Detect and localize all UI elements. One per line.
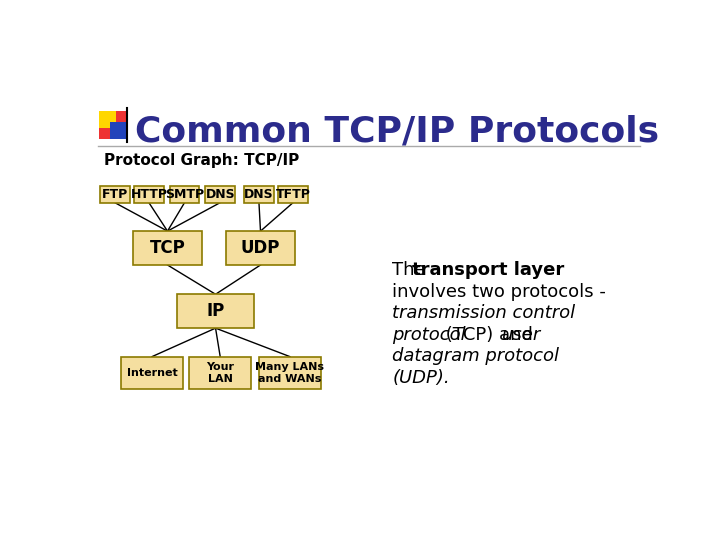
Text: Many LANs
and WANs: Many LANs and WANs (256, 362, 325, 383)
Text: involves two protocols -: involves two protocols - (392, 283, 606, 301)
Text: DNS: DNS (244, 188, 274, 201)
FancyBboxPatch shape (177, 294, 254, 328)
FancyBboxPatch shape (279, 186, 307, 202)
Text: TCP: TCP (150, 239, 185, 257)
Text: protocol: protocol (392, 326, 466, 344)
Text: datagram protocol: datagram protocol (392, 347, 559, 366)
Text: Internet: Internet (127, 368, 177, 378)
Text: UDP: UDP (240, 239, 280, 257)
FancyBboxPatch shape (226, 231, 294, 265)
Text: Protocol Graph: TCP/IP: Protocol Graph: TCP/IP (104, 153, 300, 168)
FancyBboxPatch shape (134, 186, 163, 202)
Bar (99, 111, 127, 139)
Text: SMTP: SMTP (165, 188, 204, 201)
Text: DNS: DNS (205, 188, 235, 201)
FancyBboxPatch shape (259, 356, 321, 389)
Text: Your
LAN: Your LAN (206, 362, 234, 383)
FancyBboxPatch shape (205, 186, 235, 202)
FancyBboxPatch shape (133, 231, 202, 265)
Text: TFTP: TFTP (276, 188, 310, 201)
Text: Common TCP/IP Protocols: Common TCP/IP Protocols (135, 115, 659, 149)
Text: transport layer: transport layer (413, 261, 564, 279)
Text: HTTP: HTTP (130, 188, 167, 201)
Text: The: The (392, 261, 431, 279)
FancyBboxPatch shape (189, 356, 251, 389)
FancyBboxPatch shape (100, 186, 130, 202)
Text: (TCP) and: (TCP) and (441, 326, 539, 344)
FancyBboxPatch shape (170, 186, 199, 202)
Text: IP: IP (207, 302, 225, 320)
Text: transmission control: transmission control (392, 304, 575, 322)
Bar (99, 111, 117, 128)
Text: (UDP).: (UDP). (392, 369, 450, 387)
FancyBboxPatch shape (244, 186, 274, 202)
FancyBboxPatch shape (121, 356, 183, 389)
Text: user: user (503, 326, 541, 344)
Bar (110, 122, 127, 139)
Text: FTP: FTP (102, 188, 128, 201)
